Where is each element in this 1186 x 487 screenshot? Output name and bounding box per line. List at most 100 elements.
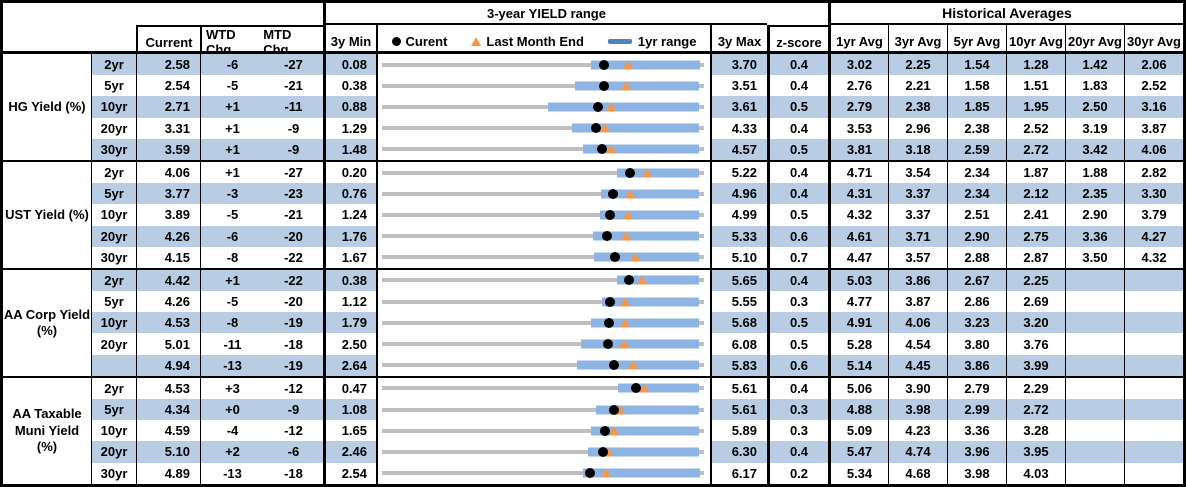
three-year-range-line [382,104,704,109]
tenor-cell: 30yr [91,462,136,484]
range-chart-track [382,378,704,399]
last-month-end-triangle [600,123,611,133]
avg-cell: 3.50 [1065,246,1124,268]
wtd-chg-cell: -8 [200,246,264,268]
current-cell: 5.01 [136,333,200,355]
one-year-range-bar [583,144,699,154]
header-section-row: 3-year YIELD range Historical Averages [3,3,1183,25]
mtd-chg-cell: -18 [284,465,303,481]
avg-cell: 3.23 [947,312,1006,334]
current-cell: 4.06 [136,161,200,184]
three-year-range-line [382,170,704,175]
one-year-range-bar [601,189,700,199]
last-month-end-triangle [620,231,631,241]
column-header-10yr-avg: 10yr Avg [1006,25,1065,57]
one-year-range-bar [580,339,700,349]
range-chart [376,54,710,76]
three-year-range-line [382,320,704,325]
tenor-cell: 10yr [91,312,136,334]
avg-cell: 3.36 [1065,225,1124,247]
avg-cell: 5.28 [828,333,888,355]
min-3y-cell: 2.46 [323,441,376,463]
column-header-z-score: z-score [767,25,828,57]
wtd-chg-cell: -4 [200,420,264,442]
tenor-cell: 10yr [91,96,136,118]
avg-cell [1124,312,1183,334]
avg-cell: 2.38 [947,117,1006,139]
wtd-chg-cell: +1 [200,161,264,184]
z-score-cell: 0.4 [767,441,828,463]
wtd-chg-cell: -8 [200,312,264,334]
avg-cell: 2.41 [1006,204,1065,226]
mtd-chg-cell: -9 [287,120,300,136]
one-year-range-bar [548,102,700,112]
last-month-end-triangle [609,426,620,436]
mtd-chg-cell: -11 [264,96,323,118]
range-chart [376,441,710,463]
avg-cell: 2.90 [947,225,1006,247]
wtd-chg-cell: +1 [200,138,264,160]
range-chart [376,269,710,292]
column-header-wtd-mtd: WTD Chg MTD Chg [200,25,323,57]
three-year-range-line [382,255,704,260]
three-year-range-line [382,126,704,131]
current-dot [631,383,642,394]
avg-cell: 1.58 [947,75,1006,97]
avg-cell: 3.80 [947,333,1006,355]
mtd-chg-cell: -23 [264,183,323,205]
range-chart [376,161,710,184]
max-3y-cell: 4.57 [710,138,767,160]
current-dot [600,425,611,436]
one-year-range-bar [617,383,699,393]
wtd-chg-cell: +1 [200,117,264,139]
avg-cell: 2.50 [1065,96,1124,118]
current-dot [599,59,610,70]
avg-cell [1065,333,1124,355]
range-chart-track [382,118,704,139]
last-month-end-triangle [625,189,636,199]
wtd-chg-cell: -3 [200,183,264,205]
avg-cell: 1.83 [1065,75,1124,97]
avg-cell: 4.27 [1124,225,1183,247]
three-year-range-line [382,147,704,152]
avg-cell: 2.52 [1124,75,1183,97]
avg-cell: 2.29 [1006,377,1065,399]
min-3y-cell: 0.38 [323,75,376,97]
min-3y-cell: 1.12 [323,291,376,313]
avg-cell: 2.90 [1065,204,1124,226]
column-header-30yr-avg: 30yr Avg [1124,25,1183,57]
legend-range-bar-icon [607,38,632,44]
group-ust-yield: UST Yield (%) 2yr 4.06 +1 -27 0.20 5.22 0.4 4.71… [3,159,1183,268]
min-3y-cell: 1.79 [323,312,376,334]
current-cell: 5.10 [136,441,200,463]
max-3y-cell: 6.17 [710,462,767,484]
z-score-cell: 0.4 [767,75,828,97]
range-chart-track [382,420,704,441]
column-header-20yr-avg: 20yr Avg [1065,25,1124,57]
three-year-range-line [382,62,704,67]
three-year-range-line [382,428,704,433]
mtd-chg-cell: -9 [264,138,323,160]
current-cell: 2.54 [136,75,200,97]
tenor-cell: 10yr [91,420,136,442]
range-chart-track [382,333,704,354]
legend-1yr-range-label: 1yr range [637,33,697,49]
avg-cell: 2.76 [828,75,888,97]
avg-cell: 2.79 [947,377,1006,399]
avg-cell: 2.82 [1124,161,1183,184]
avg-cell: 3.98 [888,399,947,421]
mtd-chg-cell: -22 [284,249,303,265]
last-month-end-triangle [628,360,639,370]
current-dot [624,167,635,178]
mtd-chg-cell: -20 [284,294,303,310]
max-3y-cell: 3.70 [710,54,767,76]
column-header-1yr-avg: 1yr Avg [828,25,888,57]
avg-cell: 3.20 [1006,312,1065,334]
avg-cell: 1.87 [1006,161,1065,184]
group-label: AA Taxable Muni Yield (%) [3,377,91,484]
three-year-range-line [382,299,704,304]
avg-cell: 1.88 [1065,161,1124,184]
last-month-end-triangle [615,405,626,415]
max-3y-cell: 5.83 [710,354,767,376]
yield-range-section-title: 3-year YIELD range [323,3,767,25]
